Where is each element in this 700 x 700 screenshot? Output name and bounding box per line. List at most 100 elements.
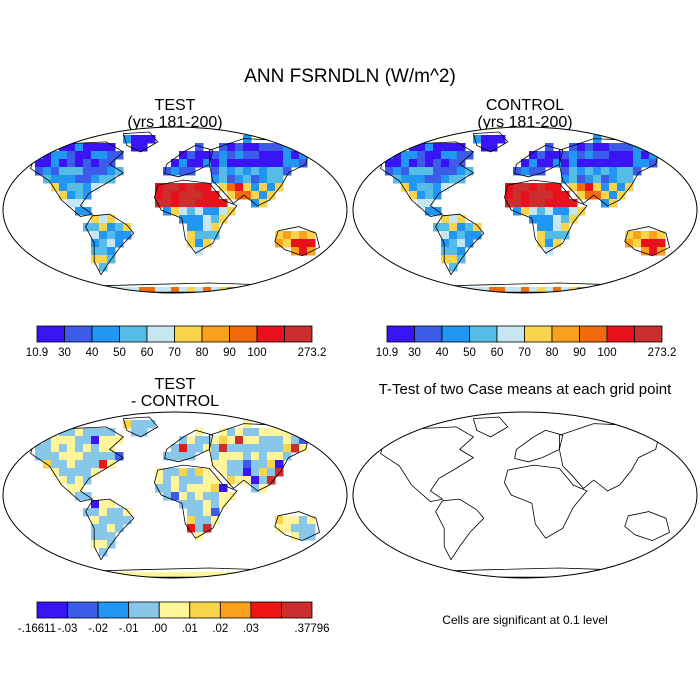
diff-map-cell	[243, 428, 252, 437]
control-map-cell	[457, 143, 466, 152]
diff-title-line2: - CONTROL	[131, 393, 219, 410]
diff-map-cell	[227, 428, 236, 437]
control-map-cell	[409, 175, 418, 184]
test-map-cell	[51, 151, 60, 160]
test-map-cell	[219, 215, 228, 224]
test-map-cell	[259, 151, 268, 160]
control-map-cell	[513, 167, 522, 176]
diff-map-cell	[211, 516, 220, 525]
diff-colorbar-label: .37796	[294, 623, 329, 635]
diff-map-cell	[83, 452, 92, 461]
control-map-cell	[553, 191, 562, 200]
diff-map-cell	[91, 532, 100, 541]
test-map-cell	[107, 215, 116, 224]
diff-map-cell	[187, 444, 196, 453]
diff-map-cell	[67, 484, 76, 493]
control-map-cell	[625, 175, 634, 184]
diff-map-cell	[251, 452, 260, 461]
test-map-cell	[107, 231, 116, 240]
control-map-cell	[569, 215, 578, 224]
diff-map-cell	[203, 468, 212, 477]
diff-map-cell	[195, 572, 204, 578]
diff-map-cell	[243, 444, 252, 453]
test-map-cell	[203, 215, 212, 224]
test-map-cell	[291, 151, 300, 160]
test-map-cell	[291, 231, 300, 240]
test-map-cell	[195, 231, 204, 240]
control-map-cell	[593, 167, 602, 176]
control-map-cell	[585, 183, 594, 192]
diff-map-cell	[91, 500, 100, 509]
test-map-cell	[219, 151, 228, 160]
diff-map-cell	[179, 444, 188, 453]
diff-map-cell	[195, 492, 204, 501]
test-map-cell	[259, 167, 268, 176]
control-map-cell	[625, 239, 634, 248]
test-map-cell	[59, 151, 68, 160]
control-map-cell	[449, 143, 458, 152]
control-map-cell	[409, 183, 418, 192]
diff-map-cell	[307, 524, 316, 533]
test-map-cell	[187, 223, 196, 232]
test-map-cell	[187, 159, 196, 168]
control-map-cell	[449, 151, 458, 160]
diff-map-cell	[179, 452, 188, 461]
test-map-cell	[51, 167, 60, 176]
test-map-cell	[211, 159, 220, 168]
control-map-cell	[577, 207, 586, 216]
diff-map-cell	[139, 420, 148, 429]
control-map-cell	[457, 215, 466, 224]
control-map-cell	[433, 151, 442, 160]
diff-map-cell	[187, 492, 196, 501]
control-map-cell	[409, 167, 418, 176]
control-map-cell	[449, 255, 458, 264]
control-map-cell	[577, 167, 586, 176]
diff-map-cell	[155, 468, 164, 477]
control-map	[352, 126, 698, 294]
test-map-cell	[171, 191, 180, 200]
diff-map-cell	[67, 444, 76, 453]
control-map-cell	[569, 143, 578, 152]
control-map-cell	[537, 207, 546, 216]
diff-map-cell	[195, 516, 204, 525]
test-map-cell	[275, 151, 284, 160]
diff-map-cell	[179, 476, 188, 485]
diff-map-cell	[291, 436, 300, 445]
test-map-cell	[195, 159, 204, 168]
diff-map-cell	[147, 572, 156, 578]
test-map-cell	[179, 183, 188, 192]
test-map-cell	[75, 175, 84, 184]
test-map-cell	[99, 239, 108, 248]
diff-colorbar-label: .03	[243, 623, 259, 635]
test-map-cell	[203, 287, 212, 293]
diff-map-cell	[99, 516, 108, 525]
control-map-cell	[537, 215, 546, 224]
diff-map-cell	[251, 436, 260, 445]
test-colorbar-label: 273.2	[298, 347, 327, 359]
diff-map-cell	[195, 436, 204, 445]
diff-map-cell	[67, 460, 76, 469]
control-map-cell	[401, 183, 410, 192]
diff-map-cell	[59, 452, 68, 461]
control-map-cell	[513, 287, 522, 293]
diff-colorbar-box	[97, 601, 130, 619]
diff-map-cell	[203, 508, 212, 517]
diff-map-cell	[35, 436, 44, 445]
test-map-cell	[91, 255, 100, 264]
diff-map-cell	[219, 452, 228, 461]
diff-map-cell	[99, 436, 108, 445]
test-map-cell	[75, 167, 84, 176]
test-map-cell	[75, 207, 84, 216]
test-map-cell	[35, 151, 44, 160]
diff-map-cell	[123, 420, 132, 429]
control-map-cell	[601, 199, 610, 208]
diff-map-cell	[203, 476, 212, 485]
diff-map-cell	[179, 492, 188, 501]
test-map-cell	[243, 175, 252, 184]
test-map-cell	[67, 159, 76, 168]
control-map-cell	[433, 143, 442, 152]
control-map-cell	[449, 167, 458, 176]
control-map-cell	[537, 239, 546, 248]
diff-map-cell	[179, 436, 188, 445]
control-map-cell	[449, 231, 458, 240]
